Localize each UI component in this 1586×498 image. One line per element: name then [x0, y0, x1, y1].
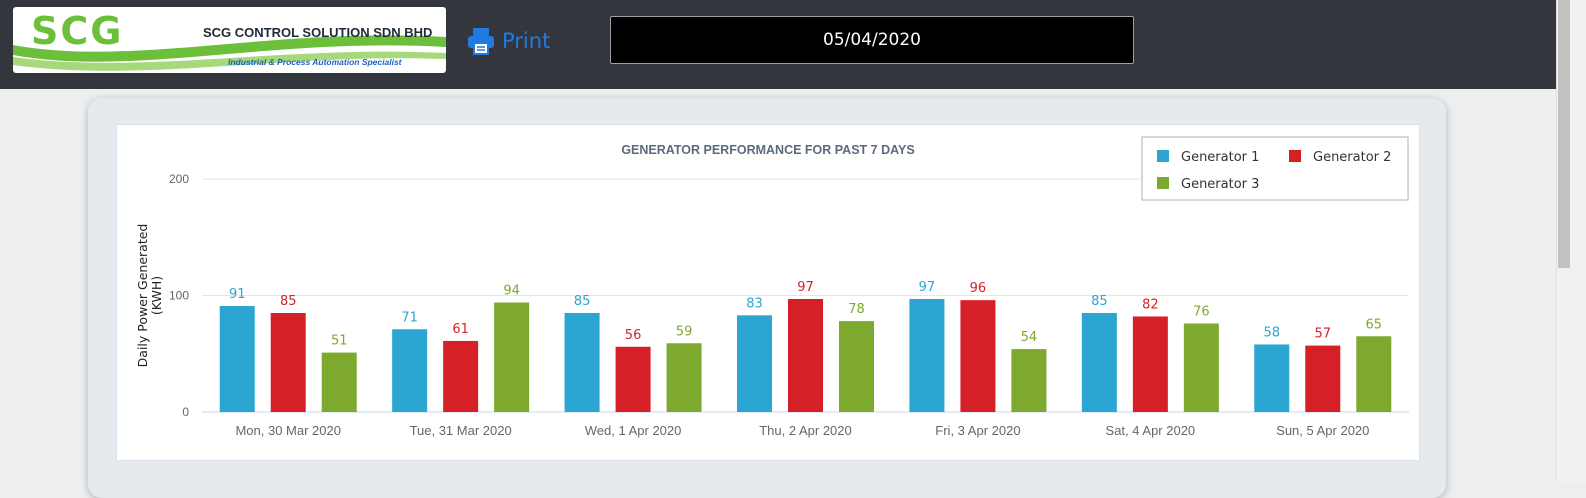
printer-icon: [468, 28, 494, 55]
legend-swatch: [1289, 150, 1301, 162]
bar: [443, 340, 479, 412]
data-label: 82: [1142, 297, 1159, 312]
bar: [392, 329, 428, 412]
print-label: Print: [502, 29, 551, 53]
vertical-scrollbar[interactable]: [1556, 0, 1586, 482]
bar: [494, 302, 530, 412]
data-label: 59: [676, 324, 693, 339]
legend-label: Generator 3: [1181, 177, 1259, 192]
bar: [839, 321, 874, 412]
data-label: 71: [401, 310, 418, 325]
logo-company-name: SCG CONTROL SOLUTION SDN BHD: [203, 25, 433, 40]
legend-swatch: [1157, 150, 1169, 162]
x-tick-label: Fri, 3 Apr 2020: [935, 423, 1020, 438]
date-field[interactable]: 05/04/2020: [610, 16, 1134, 64]
legend-box: [1141, 136, 1409, 201]
data-label: 51: [331, 334, 348, 349]
bar: [615, 346, 651, 412]
bar: [1356, 336, 1392, 412]
data-label: 56: [625, 328, 642, 343]
y-axis-label: Daily Power Generated(KWH): [135, 224, 164, 368]
bar: [666, 343, 702, 412]
data-label: 54: [1021, 330, 1038, 345]
bar: [737, 315, 772, 412]
data-label: 97: [919, 280, 936, 295]
bar: [1305, 345, 1341, 412]
data-label: 94: [503, 283, 520, 298]
x-tick-label: Thu, 2 Apr 2020: [759, 423, 852, 438]
data-label: 58: [1264, 325, 1281, 340]
bar: [321, 352, 357, 412]
chart-title: GENERATOR PERFORMANCE FOR PAST 7 DAYS: [621, 143, 914, 157]
data-label: 78: [848, 302, 865, 317]
x-tick-label: Sun, 5 Apr 2020: [1276, 423, 1369, 438]
x-tick-label: Sat, 4 Apr 2020: [1106, 423, 1196, 438]
data-label: 83: [746, 296, 763, 311]
bar: [564, 312, 600, 412]
data-label: 65: [1366, 317, 1383, 332]
chart-card: GENERATOR PERFORMANCE FOR PAST 7 DAYS 0 10…: [116, 124, 1420, 461]
y-tick-label: 0: [182, 405, 189, 419]
bar: [1254, 344, 1290, 412]
bar: [788, 298, 823, 412]
legend-label: Generator 1: [1181, 150, 1259, 165]
bar: [960, 300, 996, 412]
legend-swatch: [1157, 177, 1169, 189]
scrollbar-thumb[interactable]: [1558, 0, 1570, 268]
x-tick-label: Mon, 30 Mar 2020: [235, 423, 341, 438]
data-label: 85: [574, 294, 591, 309]
bar: [1011, 349, 1047, 412]
bar: [219, 305, 255, 412]
bar: [1081, 312, 1117, 412]
company-logo: SCG SCG CONTROL SOLUTION SDN BHD Industr…: [13, 7, 446, 73]
y-tick-label: 200: [169, 172, 189, 186]
y-tick-label: 100: [169, 289, 189, 303]
x-tick-label: Tue, 31 Mar 2020: [410, 423, 512, 438]
logo-swoosh-graphic: [13, 35, 446, 71]
legend-label: Generator 2: [1313, 150, 1391, 165]
bar: [909, 298, 945, 412]
x-tick-label: Wed, 1 Apr 2020: [585, 423, 682, 438]
data-label: 96: [970, 281, 987, 296]
data-label: 85: [1091, 294, 1108, 309]
top-bar: SCG SCG CONTROL SOLUTION SDN BHD Industr…: [0, 0, 1556, 89]
data-label: 91: [229, 287, 246, 302]
generator-performance-chart: GENERATOR PERFORMANCE FOR PAST 7 DAYS 0 10…: [135, 136, 1409, 438]
logo-mark: SCG: [31, 9, 124, 53]
data-label: 76: [1193, 304, 1210, 319]
print-button[interactable]: Print: [466, 24, 550, 58]
data-label: 61: [452, 322, 469, 337]
data-label: 97: [797, 280, 814, 295]
bar: [270, 312, 306, 412]
data-label: 57: [1315, 327, 1332, 342]
bar: [1183, 323, 1219, 412]
bar: [1132, 316, 1168, 412]
data-label: 85: [280, 294, 297, 309]
logo-tagline: Industrial & Process Automation Speciali…: [228, 57, 402, 67]
